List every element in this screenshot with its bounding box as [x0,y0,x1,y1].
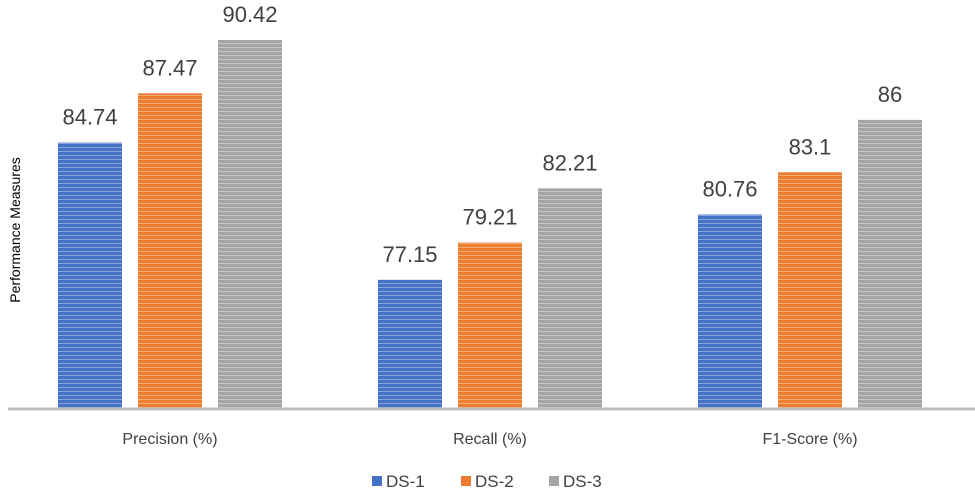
value-label: 82.21 [542,150,597,175]
bar-texture [138,93,202,409]
legend-swatch-ds-1 [372,476,382,486]
value-label: 77.15 [382,242,437,267]
y-axis-label: Performance Measures [7,157,23,303]
value-label: 86 [878,82,902,107]
legend-swatch-ds-3 [549,476,559,486]
category-label: Recall (%) [453,431,527,448]
category-labels-group: Precision (%) Recall (%) F1-Score (%) [122,431,857,448]
bar-texture [458,242,522,409]
bar-texture [538,188,602,409]
legend-label: DS-1 [386,472,425,491]
value-label: 79.21 [462,205,517,230]
legend-label: DS-2 [475,472,514,491]
value-label: 84.74 [62,105,117,130]
category-label: F1-Score (%) [762,431,857,448]
bar-texture [218,40,282,409]
bar-texture [58,142,122,409]
category-label: Precision (%) [122,431,217,448]
legend-label: DS-3 [563,472,602,491]
value-label: 80.76 [702,177,757,202]
bar-texture [698,214,762,409]
legend: DS-1 DS-2 DS-3 [372,472,602,491]
legend-swatch-ds-2 [461,476,471,486]
bar-texture [378,279,442,409]
value-label: 83.1 [789,134,832,159]
bars-group [58,40,922,409]
value-label: 87.47 [142,55,197,80]
value-label: 90.42 [222,2,277,27]
bar-texture [858,119,922,409]
value-labels-group: 84.74 87.47 90.42 77.15 79.21 82.21 80.76 83.1 8… [62,2,902,267]
bar-texture [778,172,842,409]
